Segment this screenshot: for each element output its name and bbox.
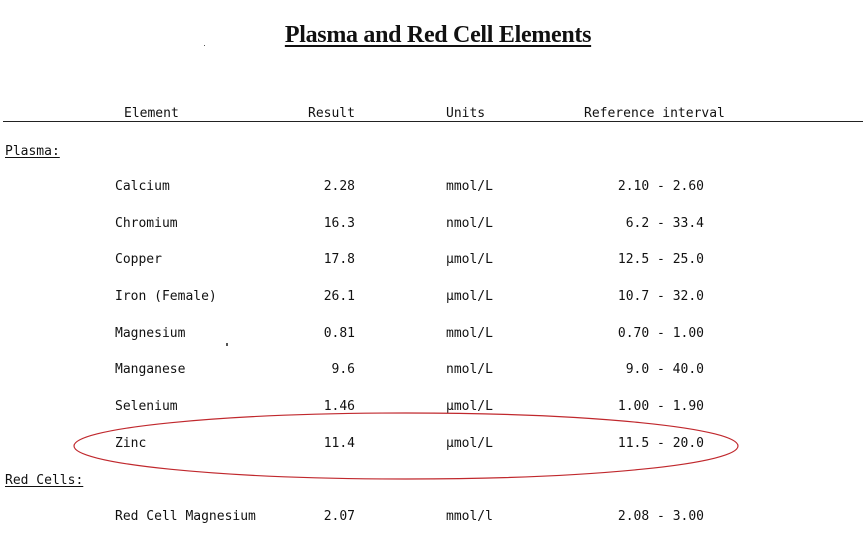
cell-result: 26.1 [323, 289, 355, 304]
cell-result: 0.81 [323, 326, 355, 341]
cell-reference: 11.5 - 20.0 [617, 436, 704, 451]
cell-element: Zinc [115, 436, 147, 451]
cell-element: Chromium [115, 216, 178, 231]
header-reference: Reference interval [584, 106, 725, 121]
header-rule [3, 121, 863, 122]
cell-units: mmol/l [446, 509, 493, 524]
cell-element: Calcium [115, 179, 170, 194]
cell-reference: 2.10 - 2.60 [617, 179, 704, 194]
cell-units: nmol/L [446, 216, 493, 231]
cell-units: nmol/L [446, 362, 493, 377]
cell-element: Manganese [115, 362, 186, 377]
cell-units: mmol/L [446, 179, 493, 194]
highlight-ellipse [73, 412, 739, 480]
cell-element: Copper [115, 252, 162, 267]
cell-reference: 12.5 - 25.0 [617, 252, 704, 267]
header-units: Units [446, 106, 486, 121]
cell-element: Iron (Female) [115, 289, 217, 304]
cell-units: mmol/L [446, 326, 493, 341]
cell-units: µmol/L [446, 436, 493, 451]
header-result: Result [308, 106, 355, 121]
cell-reference: 0.70 - 1.00 [617, 326, 704, 341]
cell-result: 2.07 [323, 509, 355, 524]
cell-reference: 1.00 - 1.90 [617, 399, 704, 414]
cell-result: 1.46 [323, 399, 355, 414]
cell-element: Red Cell Magnesium [115, 509, 256, 524]
scan-speck [226, 343, 228, 346]
section-label-plasma: Plasma: [5, 144, 60, 159]
cell-units: µmol/L [446, 399, 493, 414]
cell-reference: 6.2 - 33.4 [625, 216, 704, 231]
cell-result: 11.4 [323, 436, 355, 451]
cell-element: Selenium [115, 399, 178, 414]
header-element: Element [124, 106, 179, 121]
cell-element: Magnesium [115, 326, 186, 341]
cell-result: 17.8 [323, 252, 355, 267]
cell-result: 2.28 [323, 179, 355, 194]
cell-reference: 2.08 - 3.00 [617, 509, 704, 524]
cell-units: µmol/L [446, 252, 493, 267]
page-title: Plasma and Red Cell Elements [284, 22, 592, 48]
scan-speck [204, 45, 205, 46]
cell-result: 16.3 [323, 216, 355, 231]
cell-result: 9.6 [331, 362, 355, 377]
cell-units: µmol/L [446, 289, 493, 304]
section-label-red-cells: Red Cells: [5, 473, 84, 488]
cell-reference: 9.0 - 40.0 [625, 362, 704, 377]
cell-reference: 10.7 - 32.0 [617, 289, 704, 304]
